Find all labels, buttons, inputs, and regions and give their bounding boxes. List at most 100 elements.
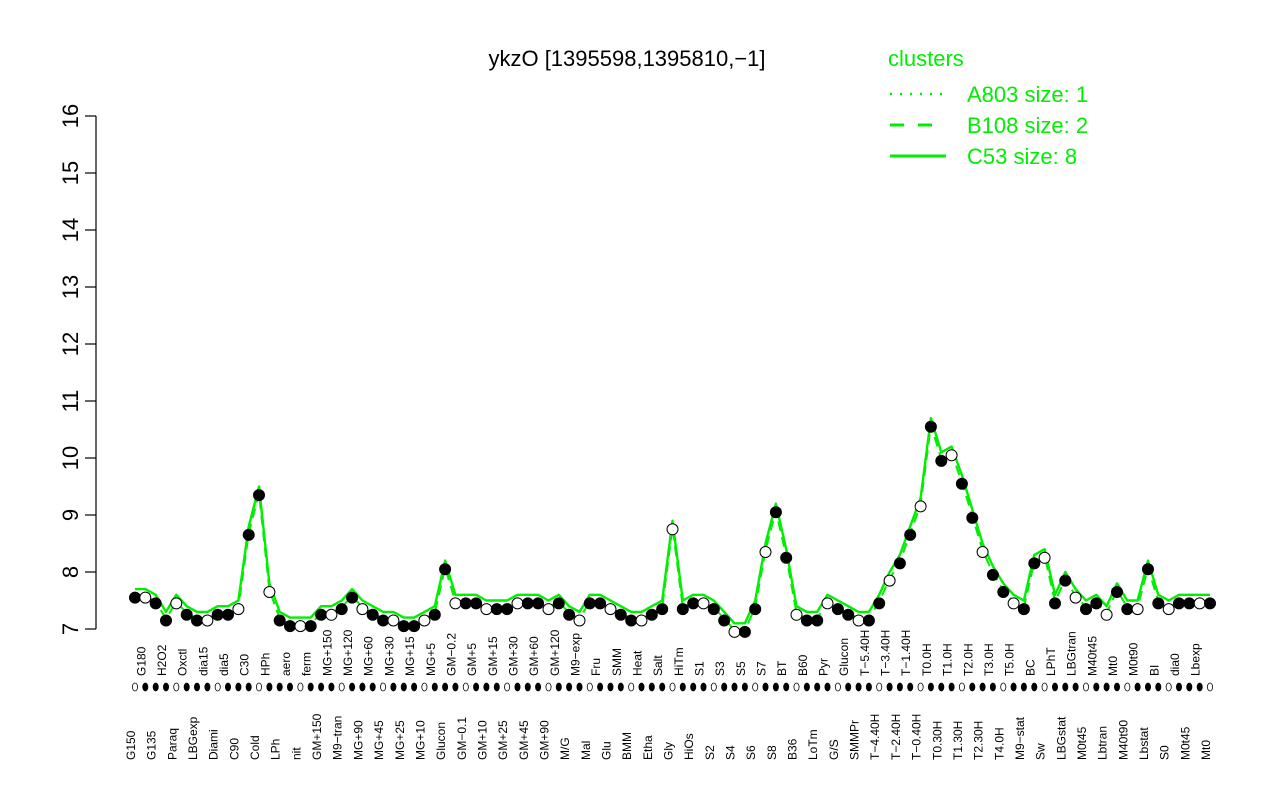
data-point: [232, 603, 245, 616]
rug-marker: [1145, 682, 1152, 692]
data-point: [821, 597, 834, 610]
rug-marker: [907, 682, 914, 692]
rug-marker: [359, 682, 366, 692]
rug-marker: [1072, 682, 1079, 692]
x-tick-label: GM+90: [538, 720, 552, 760]
rug-marker: [462, 682, 469, 692]
data-point: [914, 500, 927, 513]
legend: clusters A803 size: 1 B108 size: 2 C53 s…: [888, 46, 1088, 169]
y-tick-label: 9: [58, 509, 83, 521]
data-point: [997, 586, 1010, 598]
y-tick-label: 7: [58, 623, 83, 635]
rug-marker: [1103, 682, 1110, 692]
data-point: [676, 603, 689, 616]
data-point: [449, 597, 462, 610]
legend-entry-c53: C53 size: 8: [967, 144, 1077, 169]
rug-marker: [555, 682, 562, 692]
data-point: [573, 614, 586, 627]
x-tick-label: LBGexp: [186, 716, 200, 760]
data-point: [707, 603, 720, 616]
rug-marker: [514, 682, 521, 692]
data-point: [614, 608, 627, 621]
x-tick-label: M40t90: [1116, 720, 1130, 760]
x-tick-label: S3: [713, 661, 727, 676]
rug-marker: [989, 682, 996, 692]
rug-marker: [1020, 682, 1027, 692]
rug-marker: [204, 682, 211, 692]
data-point: [532, 597, 545, 610]
rug-marker: [803, 682, 810, 692]
data-point: [325, 608, 338, 621]
rug-marker: [938, 682, 945, 692]
x-tick-label: T0.0H: [920, 643, 934, 676]
data-point: [935, 454, 948, 467]
data-point: [356, 603, 369, 616]
y-tick-label: 11: [58, 390, 83, 413]
data-point: [180, 608, 193, 621]
data-point: [1193, 597, 1206, 610]
x-tick-labels: G150 G180 G135 H2O2 Paraq Oxctl LBGexp dia15 Dia…: [124, 629, 1213, 760]
x-tick-label: LoTm: [806, 729, 820, 760]
x-tick-label: T−4.40H: [868, 714, 882, 760]
data-point: [1007, 597, 1020, 610]
y-tick-label: 10: [58, 446, 83, 470]
data-point: [521, 597, 534, 610]
x-tick-label: S0: [1158, 745, 1172, 760]
x-tick-label: HPh: [258, 653, 272, 676]
x-tick-label: LPh: [269, 739, 283, 760]
rug-marker: [628, 682, 635, 692]
rug-marker: [845, 682, 852, 692]
data-point: [1111, 586, 1123, 598]
data-point: [594, 597, 607, 610]
x-tick-label: Mt0: [1199, 740, 1213, 760]
data-point: [893, 557, 906, 570]
data-point: [1142, 563, 1154, 576]
x-tick-label: nit: [289, 747, 303, 760]
rug-marker: [783, 682, 790, 692]
data-point: [397, 620, 410, 633]
rug-marker: [576, 682, 583, 692]
x-tick-label: MG+10: [413, 720, 427, 760]
x-tick-label: Glu: [600, 741, 614, 760]
rug-marker: [524, 682, 531, 692]
rug-marker: [1207, 682, 1214, 692]
rug-marker: [483, 682, 490, 692]
rug-marker: [131, 682, 138, 692]
x-tick-label: MG+60: [362, 636, 376, 676]
x-tick-label: aero: [279, 652, 293, 676]
data-point: [459, 597, 472, 610]
x-tick-label: dia0: [1168, 653, 1182, 676]
rug-marker: [876, 682, 883, 692]
rug-marker: [814, 682, 821, 692]
data-point: [377, 614, 390, 627]
x-tick-label: Lbexp: [1189, 643, 1203, 676]
rug-marker: [390, 682, 397, 692]
x-tick-label: BT: [775, 660, 789, 676]
x-tick-label: M/G: [558, 737, 572, 760]
rug-marker: [328, 682, 335, 692]
data-point: [604, 603, 617, 616]
x-tick-label: SMM: [610, 648, 624, 676]
data-point: [1049, 597, 1061, 610]
x-tick-label: T−3.40H: [879, 630, 893, 676]
rug-marker: [1052, 682, 1059, 692]
data-point: [490, 603, 503, 616]
data-points: [129, 420, 1216, 638]
data-point: [439, 563, 452, 576]
data-point: [304, 620, 317, 633]
data-point: [966, 511, 979, 524]
rug-marker: [266, 682, 273, 692]
data-point: [831, 603, 844, 616]
x-tick-label: Glucon: [434, 722, 448, 760]
rug-marker: [307, 682, 314, 692]
x-tick-label: C90: [227, 738, 241, 760]
data-point: [666, 523, 679, 536]
x-tick-label: dia5: [217, 653, 231, 676]
data-point: [201, 614, 214, 627]
rug-marker: [772, 682, 779, 692]
x-tick-label: T−2.40H: [889, 714, 903, 760]
rug-marker: [741, 682, 748, 692]
data-point: [1131, 603, 1144, 616]
data-point: [294, 620, 307, 633]
data-point: [811, 614, 824, 627]
